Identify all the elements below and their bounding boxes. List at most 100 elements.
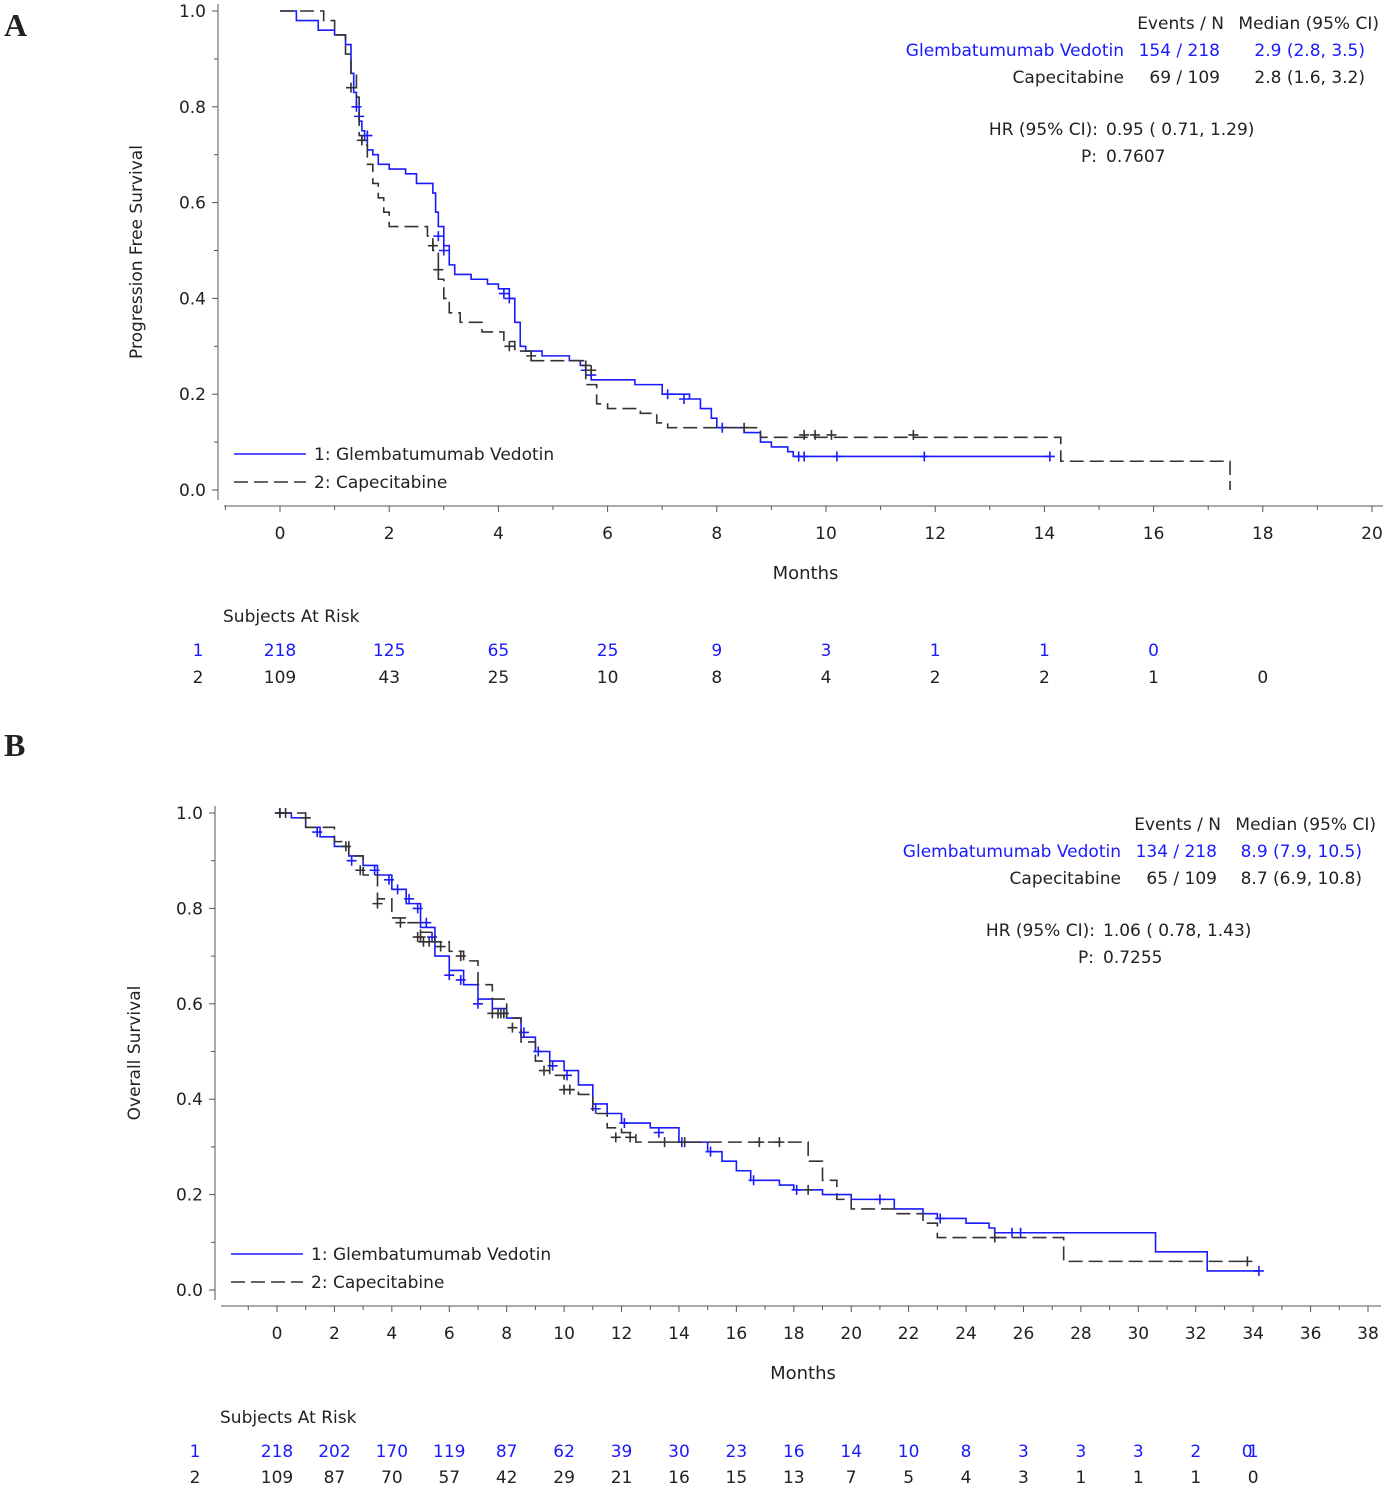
- at-risk-value: 0: [1148, 641, 1159, 661]
- x-tick-label: 16: [1143, 524, 1165, 544]
- censor-mark-1: [831, 451, 842, 462]
- censor-mark-2: [424, 936, 435, 947]
- censor-mark-2: [610, 1132, 621, 1143]
- at-risk-value: 10: [597, 668, 619, 688]
- at-risk-value: 43: [378, 668, 400, 688]
- stats-header-events: Events / N: [1134, 815, 1221, 835]
- censor-mark-1: [351, 101, 362, 112]
- censor-mark-2: [739, 422, 750, 433]
- at-risk-value: 0: [1248, 1468, 1259, 1485]
- at-risk-value: 2: [930, 668, 941, 688]
- x-tick-label: 18: [1252, 524, 1274, 544]
- censor-mark-1: [455, 974, 466, 985]
- at-risk-value: 10: [898, 1442, 920, 1462]
- at-risk-title: Subjects At Risk: [220, 1408, 357, 1428]
- censor-mark-2: [799, 429, 810, 440]
- hr-value: 1.06 ( 0.78, 1.43): [1103, 921, 1251, 941]
- stats-row-events: 134 / 218: [1136, 842, 1217, 862]
- censor-mark-2: [679, 1137, 690, 1148]
- x-tick-label: 10: [553, 1324, 575, 1344]
- censor-mark-1: [421, 917, 432, 928]
- censor-mark-1: [346, 855, 357, 866]
- censor-mark-2: [435, 941, 446, 952]
- x-tick-label: 20: [840, 1324, 862, 1344]
- panel-label: A: [4, 7, 27, 43]
- censor-mark-1: [935, 1213, 946, 1224]
- censor-mark-2: [340, 841, 351, 852]
- censor-mark-2: [754, 1137, 765, 1148]
- censor-mark-1: [392, 884, 403, 895]
- censor-mark-2: [455, 951, 466, 962]
- x-tick-label: 16: [726, 1324, 748, 1344]
- x-axis-label: Months: [773, 563, 839, 584]
- x-tick-label: 0: [272, 1324, 283, 1344]
- at-risk-title: Subjects At Risk: [223, 607, 360, 627]
- series-line-2: [280, 10, 1231, 490]
- stats-header-median: Median (95% CI): [1235, 815, 1376, 835]
- legend-label-2: 2: Capecitabine: [314, 473, 447, 493]
- censor-mark-1: [444, 970, 455, 981]
- at-risk-row-label: 1: [193, 641, 204, 661]
- y-tick-label: 0.0: [176, 1281, 203, 1301]
- at-risk-value: 15: [726, 1468, 748, 1485]
- at-risk-row-label: 2: [193, 668, 204, 688]
- x-tick-label: 24: [955, 1324, 977, 1344]
- x-tick-label: 14: [1034, 524, 1056, 544]
- y-tick-label: 0.6: [176, 995, 203, 1015]
- stats-row-median: 8.9 (7.9, 10.5): [1241, 842, 1362, 862]
- censor-mark-2: [504, 341, 515, 352]
- stats-row-name: Glembatumumab Vedotin: [903, 842, 1121, 862]
- at-risk-value: 3: [1075, 1442, 1086, 1462]
- censor-mark-2: [345, 82, 356, 93]
- at-risk-value: 1: [1075, 1468, 1086, 1485]
- censor-mark-2: [803, 1184, 814, 1195]
- km-panel-A: A 0.0 0.2 0.4 0.6 0.8 1.0 Progression Free Surv…: [4, 2, 1383, 688]
- x-tick-label: 38: [1357, 1324, 1379, 1344]
- at-risk-row-label: 2: [190, 1468, 201, 1485]
- hr-label: HR (95% CI):: [989, 120, 1098, 140]
- at-risk-value: 2: [1190, 1442, 1201, 1462]
- censor-mark-2: [625, 1132, 636, 1143]
- censor-mark-2: [526, 350, 537, 361]
- at-risk-value: 119: [433, 1442, 465, 1462]
- at-risk-value: 13: [783, 1468, 805, 1485]
- legend-label-1: 1: Glembatumumab Vedotin: [311, 1245, 551, 1265]
- p-value: 0.7255: [1103, 948, 1162, 968]
- at-risk-value: 1: [1190, 1468, 1201, 1485]
- x-tick-label: 28: [1070, 1324, 1092, 1344]
- at-risk-value: 16: [783, 1442, 805, 1462]
- x-tick-label: 8: [501, 1324, 512, 1344]
- at-risk-value: 25: [597, 641, 619, 661]
- x-tick-label: 34: [1242, 1324, 1264, 1344]
- censor-mark-1: [362, 130, 373, 141]
- x-tick-label: 8: [711, 524, 722, 544]
- legend-label-2: 2: Capecitabine: [311, 1273, 444, 1293]
- censor-mark-1: [504, 293, 515, 304]
- x-axis-label: Months: [770, 1363, 836, 1384]
- censor-mark-2: [774, 1137, 785, 1148]
- at-risk-value: 3: [1018, 1468, 1029, 1485]
- x-tick-label: 6: [602, 524, 613, 544]
- at-risk-value: 23: [726, 1442, 748, 1462]
- y-tick-label: 0.8: [176, 899, 203, 919]
- at-risk-value: 7: [846, 1468, 857, 1485]
- x-tick-label: 26: [1013, 1324, 1035, 1344]
- stats-row-name: Capecitabine: [1013, 68, 1124, 88]
- censor-mark-2: [580, 360, 591, 371]
- censor-mark-2: [372, 898, 383, 909]
- censor-mark-2: [433, 264, 444, 275]
- at-risk-value: 1: [1039, 641, 1050, 661]
- at-risk-value: 8: [711, 668, 722, 688]
- x-tick-label: 12: [611, 1324, 633, 1344]
- censor-mark-1: [433, 231, 444, 242]
- censor-mark-1: [412, 903, 423, 914]
- censor-mark-1: [498, 288, 509, 299]
- at-risk-value: 87: [324, 1468, 346, 1485]
- at-risk-value: 218: [261, 1442, 293, 1462]
- at-risk-value: 5: [903, 1468, 914, 1485]
- at-risk-value: 42: [496, 1468, 518, 1485]
- at-risk-value: 2: [1039, 668, 1050, 688]
- at-risk-value: 29: [553, 1468, 575, 1485]
